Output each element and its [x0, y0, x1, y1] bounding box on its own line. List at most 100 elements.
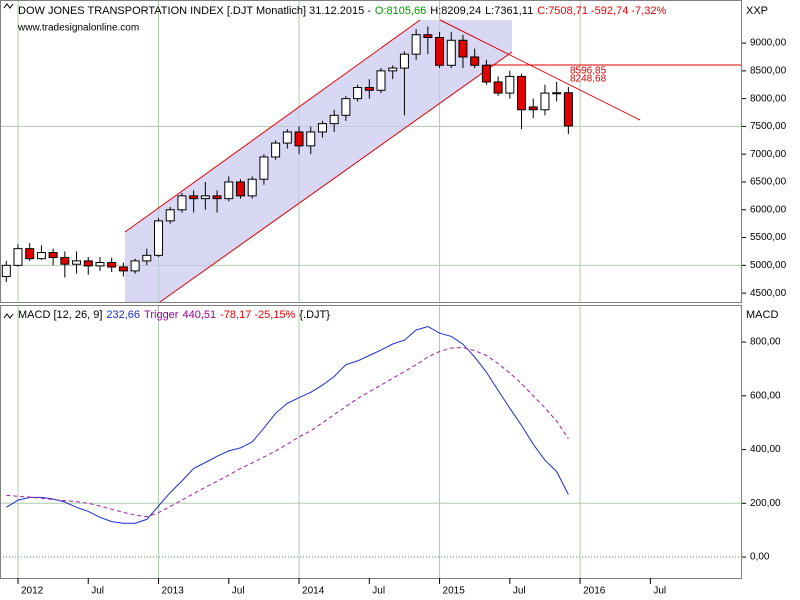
candle-body	[48, 252, 58, 259]
candle-body	[165, 209, 175, 222]
y-tick-label: 7500,00	[750, 121, 787, 132]
title-part: L:7361,11	[485, 5, 533, 17]
title-part: -78,17 -25,15%	[220, 309, 295, 321]
candle-body	[399, 53, 409, 69]
x-tick-label: Jul	[653, 586, 666, 597]
candle-body	[435, 37, 445, 66]
title-part: DOW JONES TRANSPORTATION INDEX [.DJT Mon…	[18, 5, 371, 17]
candle-body	[259, 156, 269, 180]
y-tick-label: 600,00	[750, 390, 781, 401]
candle-body	[60, 257, 70, 265]
candle-body	[107, 262, 117, 268]
candle-body	[130, 260, 140, 272]
level-label: 8248,68	[570, 74, 607, 85]
marks	[1, 26, 573, 524]
y-tick-label: 9000,00	[750, 38, 787, 49]
channel-lower	[159, 51, 513, 303]
level-label: 8596,85	[570, 66, 607, 77]
x-tick-label: 2015	[443, 586, 466, 597]
trend-channel	[125, 20, 512, 302]
candle-body	[154, 220, 164, 256]
candle-body	[353, 87, 363, 100]
candle-body	[306, 131, 316, 147]
y-tick-label: 4500,00	[750, 288, 787, 299]
y-tick-label: 5000,00	[750, 260, 787, 271]
x-tick-label: Jul	[232, 586, 245, 597]
candle-body	[72, 260, 82, 265]
candle-body	[517, 75, 527, 111]
candle-body	[271, 142, 281, 158]
x-tick-label: 2013	[162, 586, 185, 597]
candle-body	[142, 254, 152, 262]
candle-body	[505, 75, 515, 94]
candle-body	[481, 64, 491, 83]
candle-body	[446, 39, 456, 66]
series-line	[6, 346, 569, 518]
resistance-line	[439, 19, 641, 121]
candle-body	[25, 248, 35, 260]
title-part: O:8105,66	[375, 5, 426, 17]
candle-body	[317, 123, 327, 133]
candle-body	[36, 252, 46, 260]
candle-body	[341, 98, 351, 116]
candle-body	[1, 264, 11, 277]
macd-panel	[0, 305, 742, 579]
candle-body	[458, 39, 468, 58]
candle-body	[247, 178, 257, 197]
candle-body	[364, 87, 374, 91]
candle-body	[388, 67, 398, 72]
candle-body	[13, 248, 23, 266]
candle-body	[552, 92, 562, 95]
candle-body	[118, 266, 128, 272]
channel-upper	[124, 19, 421, 233]
candle-body	[177, 195, 187, 211]
macd-title: MACD [12, 26, 9] 232,66 Trigger 440,51 -78,1…	[18, 309, 330, 321]
candle-body	[470, 56, 480, 66]
y-tick-label: 5500,00	[750, 232, 787, 243]
candle-body	[528, 106, 538, 111]
candle-body	[411, 34, 421, 55]
y-tick-label: 8500,00	[750, 65, 787, 76]
candle-body	[95, 262, 105, 267]
y-tick-label: 200,00	[750, 498, 781, 509]
indicator-icon	[3, 3, 14, 9]
x-tick-label: 2014	[302, 586, 325, 597]
x-tick-label: Jul	[91, 586, 104, 597]
x-tick-label: Jul	[372, 586, 385, 597]
series-line	[6, 325, 569, 524]
x-tick-label: Jul	[513, 586, 526, 597]
title-part: 232,66	[106, 309, 140, 321]
axis-label: MACD	[746, 309, 778, 321]
y-tick-label: 6500,00	[750, 177, 787, 188]
y-tick-label: 0,00	[750, 552, 770, 563]
candle-body	[423, 34, 433, 39]
candle-body	[224, 181, 234, 200]
indicator-icon	[3, 313, 14, 319]
price-panel	[0, 0, 742, 303]
y-tick-label: 800,00	[750, 337, 781, 348]
chart-title: DOW JONES TRANSPORTATION INDEX [.DJT Mon…	[18, 5, 666, 17]
candle-body	[294, 131, 304, 147]
y-tick-label: 400,00	[750, 444, 781, 455]
candle-body	[329, 114, 339, 125]
candle-body	[212, 195, 222, 200]
candle-body	[282, 131, 292, 144]
candle-body	[540, 92, 550, 111]
title-part: {.DJT}	[299, 309, 330, 321]
y-tick-label: 8000,00	[750, 93, 787, 104]
title-part: H:8209,24	[430, 5, 481, 17]
title-part: Trigger	[144, 309, 179, 321]
y-tick-label: 7000,00	[750, 149, 787, 160]
title-part: 440,51	[182, 309, 216, 321]
axis-label: XXP	[746, 5, 768, 17]
x-tick-label: 2016	[583, 586, 606, 597]
candle-body	[83, 260, 93, 267]
candle-body	[200, 195, 210, 200]
candle-body	[189, 195, 199, 200]
candle-body	[235, 181, 245, 197]
title-part: MACD [12, 26, 9]	[18, 309, 102, 321]
title-part: C:7508,71 -592,74 -7,32%	[537, 5, 666, 17]
y-tick-label: 6000,00	[750, 204, 787, 215]
candle-body	[376, 70, 386, 91]
